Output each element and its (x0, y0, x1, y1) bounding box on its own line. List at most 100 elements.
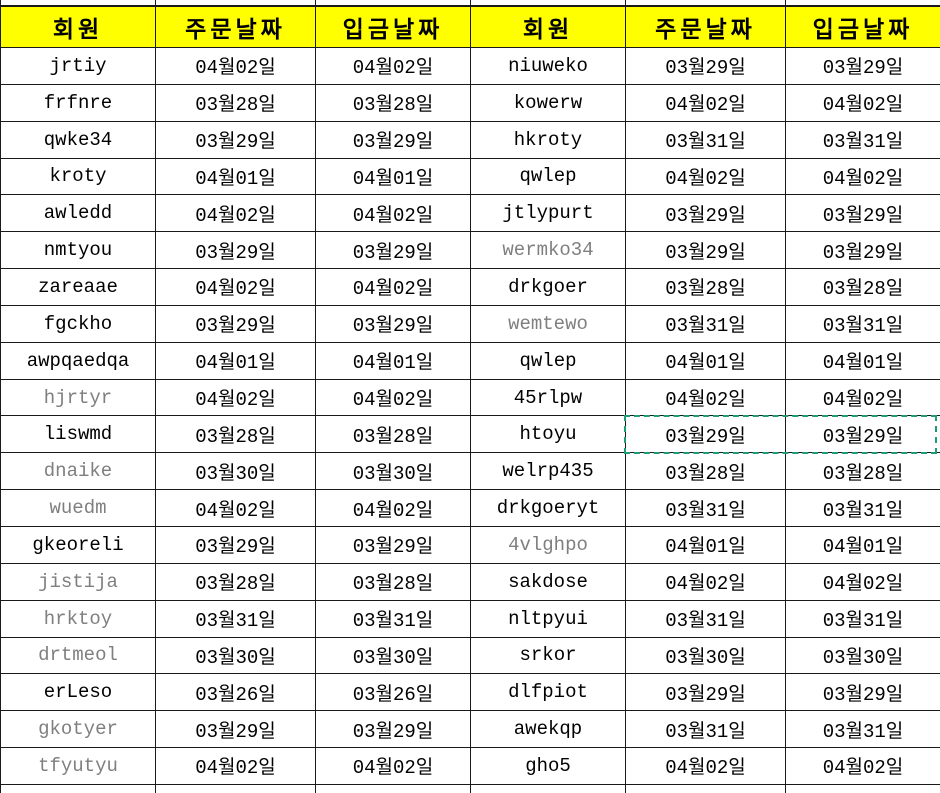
column-header-deposit-date[interactable]: 입금날짜 (316, 6, 471, 48)
deposit-date-cell[interactable]: 04월02일 (316, 490, 471, 527)
member-cell[interactable]: awpqaedqa (1, 342, 156, 380)
order-date-cell[interactable]: 04월02일 (626, 748, 786, 785)
member-cell[interactable]: fgckho (1, 305, 156, 343)
member-cell[interactable]: gho5 (471, 748, 626, 785)
deposit-date-cell[interactable]: 03월29일 (786, 195, 940, 233)
column-header-member[interactable]: 회원 (1, 6, 156, 48)
member-cell[interactable]: drkgoeryt (471, 490, 626, 527)
deposit-date-cell[interactable]: 03월29일 (786, 416, 940, 454)
member-cell[interactable]: jistija (1, 563, 156, 601)
deposit-date-cell[interactable]: 03월29일 (316, 232, 471, 270)
deposit-date-cell[interactable]: 04월02일 (786, 84, 940, 122)
order-date-cell[interactable]: 04월02일 (626, 563, 786, 601)
member-cell[interactable]: hjrtyr (1, 379, 156, 417)
deposit-date-cell[interactable]: 03월31일 (786, 490, 940, 527)
member-cell[interactable]: htoyu (471, 416, 626, 454)
deposit-date-cell[interactable]: 03월31일 (786, 121, 940, 159)
deposit-date-cell[interactable]: 03월30일 (786, 637, 940, 675)
column-header-deposit-date[interactable]: 입금날짜 (786, 6, 940, 48)
deposit-date-cell[interactable]: 04월01일 (316, 342, 471, 380)
member-cell[interactable]: hkroty (471, 121, 626, 159)
order-date-cell[interactable]: 04월01일 (626, 526, 786, 564)
member-cell[interactable]: hrktoy (1, 600, 156, 638)
member-cell[interactable]: zareaae (1, 269, 156, 306)
member-cell[interactable]: drkgoer (471, 269, 626, 306)
member-cell[interactable]: dlfpiot (471, 674, 626, 712)
member-cell[interactable]: srkor (471, 637, 626, 675)
order-date-cell[interactable]: 03월28일 (626, 269, 786, 306)
member-cell[interactable]: niuweko (471, 48, 626, 85)
member-cell[interactable]: awledd (1, 195, 156, 233)
deposit-date-cell[interactable]: 03월29일 (316, 711, 471, 749)
member-cell[interactable]: liswmd (1, 416, 156, 454)
deposit-date-cell[interactable]: 03월29일 (316, 121, 471, 159)
deposit-date-cell[interactable]: 04월02일 (786, 158, 940, 196)
deposit-date-cell[interactable]: 03월29일 (316, 305, 471, 343)
member-cell[interactable]: tfyutyu (1, 748, 156, 785)
deposit-date-cell[interactable]: 04월02일 (316, 195, 471, 233)
deposit-date-cell[interactable]: 03월28일 (316, 563, 471, 601)
order-date-cell[interactable]: 03월30일 (156, 453, 316, 491)
order-date-cell[interactable]: 04월02일 (156, 269, 316, 306)
order-date-cell[interactable]: 03월29일 (156, 526, 316, 564)
order-date-cell[interactable]: 03월29일 (156, 121, 316, 159)
deposit-date-cell[interactable]: 03월28일 (786, 269, 940, 306)
member-cell[interactable]: wemtewo (471, 305, 626, 343)
deposit-date-cell[interactable]: 03월30일 (316, 637, 471, 675)
member-cell[interactable]: kowerw (471, 84, 626, 122)
deposit-date-cell[interactable]: 03월29일 (786, 48, 940, 85)
order-date-cell[interactable]: 03월28일 (156, 563, 316, 601)
order-date-cell[interactable]: 03월31일 (626, 490, 786, 527)
member-cell[interactable]: drtmeol (1, 637, 156, 675)
order-date-cell[interactable]: 03월29일 (626, 674, 786, 712)
order-date-cell[interactable]: 03월29일 (626, 195, 786, 233)
member-cell[interactable]: nltpyui (471, 600, 626, 638)
member-cell[interactable]: 45rlpw (471, 379, 626, 417)
deposit-date-cell[interactable]: 03월28일 (316, 416, 471, 454)
deposit-date-cell[interactable]: 04월02일 (786, 748, 940, 785)
member-cell[interactable]: wermko34 (471, 232, 626, 270)
order-date-cell[interactable]: 04월02일 (156, 748, 316, 785)
deposit-date-cell[interactable]: 04월02일 (316, 379, 471, 417)
member-cell[interactable]: welrp435 (471, 453, 626, 491)
deposit-date-cell[interactable]: 03월30일 (316, 453, 471, 491)
member-cell[interactable]: qwlep (471, 158, 626, 196)
deposit-date-cell[interactable]: 04월01일 (786, 342, 940, 380)
order-date-cell[interactable]: 03월31일 (626, 600, 786, 638)
member-cell[interactable]: erLeso (1, 674, 156, 712)
column-header-order-date[interactable]: 주문날짜 (156, 6, 316, 48)
deposit-date-cell[interactable]: 04월01일 (316, 158, 471, 196)
member-cell[interactable]: sakdose (471, 563, 626, 601)
member-cell[interactable]: kroty (1, 158, 156, 196)
member-cell[interactable]: gkeoreli (1, 526, 156, 564)
column-header-member[interactable]: 회원 (471, 6, 626, 48)
order-date-cell[interactable]: 04월02일 (626, 84, 786, 122)
order-date-cell[interactable]: 03월28일 (626, 453, 786, 491)
order-date-cell[interactable]: 04월01일 (156, 342, 316, 380)
order-date-cell[interactable]: 04월01일 (626, 342, 786, 380)
order-date-cell[interactable]: 03월30일 (626, 637, 786, 675)
deposit-date-cell[interactable]: 03월31일 (316, 600, 471, 638)
member-cell[interactable]: jrtiy (1, 48, 156, 85)
member-cell[interactable]: 4vlghpo (471, 526, 626, 564)
order-date-cell[interactable]: 04월02일 (156, 195, 316, 233)
deposit-date-cell[interactable]: 04월02일 (316, 748, 471, 785)
member-cell[interactable]: qwlep (471, 342, 626, 380)
deposit-date-cell[interactable]: 04월02일 (786, 563, 940, 601)
deposit-date-cell[interactable]: 03월31일 (786, 600, 940, 638)
order-date-cell[interactable]: 03월31일 (626, 711, 786, 749)
member-cell[interactable]: dnaike (1, 453, 156, 491)
deposit-date-cell[interactable]: 03월31일 (786, 305, 940, 343)
order-date-cell[interactable]: 04월02일 (626, 158, 786, 196)
deposit-date-cell[interactable]: 03월29일 (316, 526, 471, 564)
order-date-cell[interactable]: 03월29일 (626, 416, 786, 454)
order-date-cell[interactable]: 03월29일 (156, 232, 316, 270)
deposit-date-cell[interactable]: 04월02일 (316, 269, 471, 306)
deposit-date-cell[interactable]: 03월28일 (316, 84, 471, 122)
member-cell[interactable]: wuedm (1, 490, 156, 527)
order-date-cell[interactable]: 03월31일 (156, 600, 316, 638)
member-cell[interactable]: qwke34 (1, 121, 156, 159)
order-date-cell[interactable]: 03월29일 (626, 232, 786, 270)
order-date-cell[interactable]: 03월26일 (156, 674, 316, 712)
deposit-date-cell[interactable]: 04월02일 (786, 379, 940, 417)
